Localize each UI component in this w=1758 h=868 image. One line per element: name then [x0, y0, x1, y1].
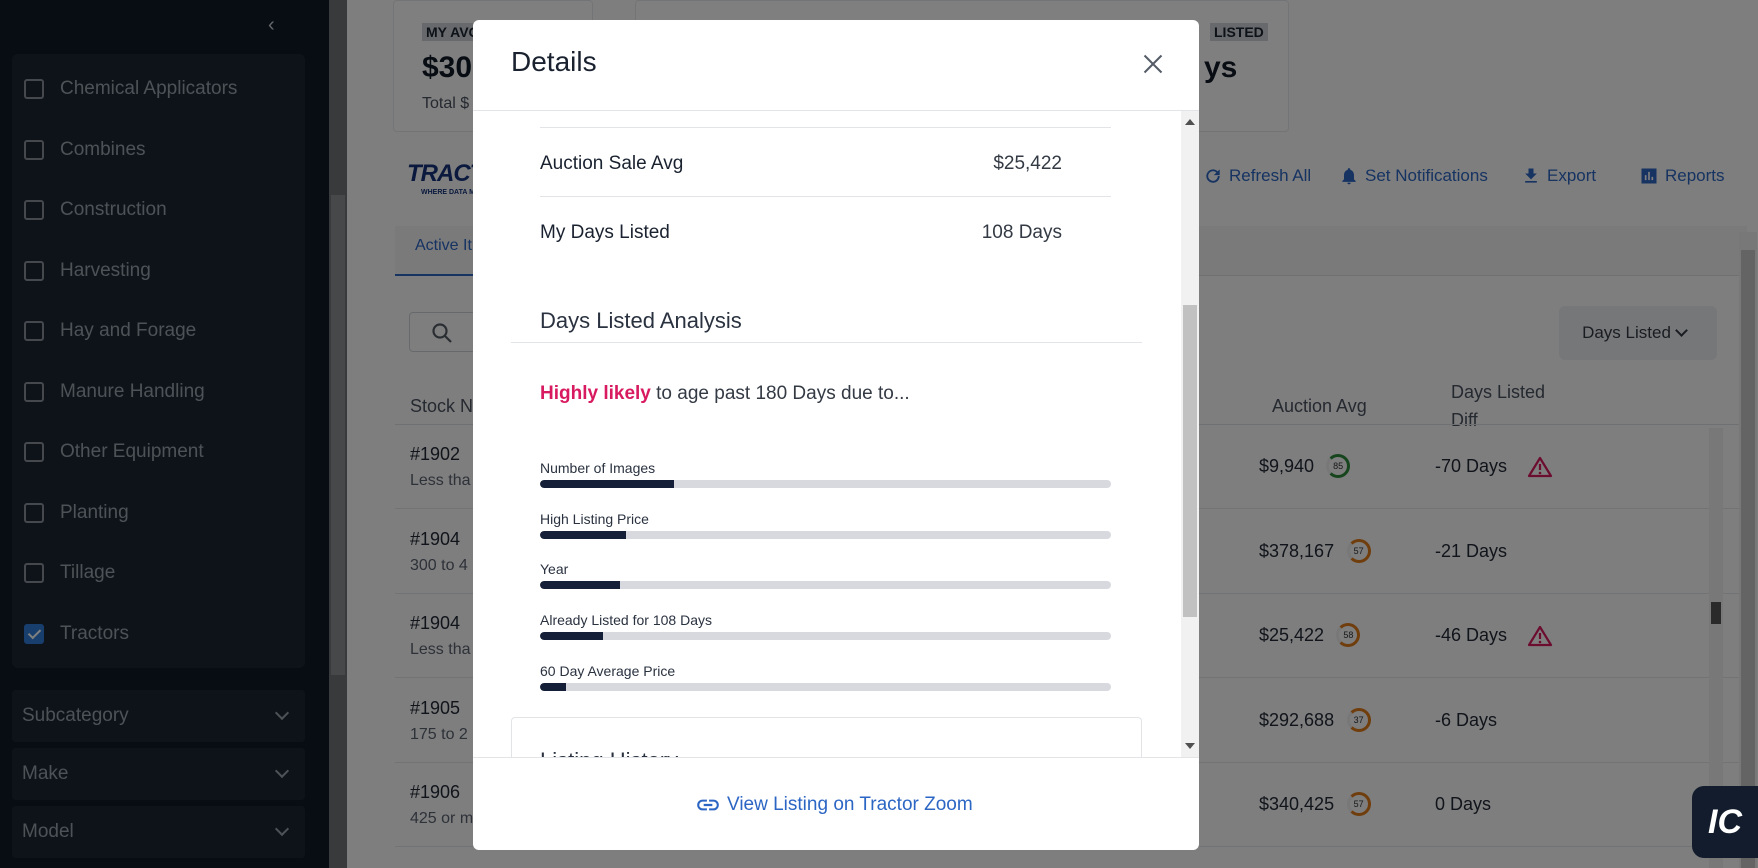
modal-body: Auction Sale Avg $25,422 My Days Listed … — [473, 111, 1199, 757]
factor-bar-track — [540, 581, 1111, 590]
factor-bar-fill — [540, 480, 675, 488]
factor-bar-fill — [540, 682, 566, 691]
ic-chat-badge[interactable]: IC — [1692, 786, 1758, 858]
factor-label: Year — [540, 561, 569, 578]
my-days-listed-value: 108 Days — [981, 222, 1062, 243]
scroll-up-arrow-icon[interactable] — [1185, 119, 1195, 125]
factor-label: High Listing Price — [540, 510, 649, 527]
likelihood-rest: to age past 180 Days due to... — [656, 383, 910, 404]
listing-history-title: Listing History — [540, 748, 678, 757]
factor-label: 60 Day Average Price — [540, 662, 676, 679]
my-days-listed-label: My Days Listed — [540, 222, 670, 243]
details-modal: Details Auction Sale Avg $25,422 My Days… — [473, 20, 1199, 850]
factor-label: Number of Images — [540, 460, 656, 476]
scroll-down-arrow-icon[interactable] — [1185, 743, 1195, 749]
aging-likelihood-text: Highly likely to age past 180 Days due t… — [540, 383, 910, 405]
factor-bar-track — [540, 530, 1111, 539]
section-divider — [511, 342, 1142, 343]
factor-bar-track — [540, 480, 1111, 488]
row-divider — [540, 196, 1111, 197]
factor-label: Already Listed for 108 Days — [540, 612, 712, 629]
factor-bar-fill — [540, 530, 626, 539]
modal-header: Details — [473, 20, 1199, 111]
modal-scrollbar-thumb[interactable] — [1183, 305, 1197, 617]
close-icon[interactable] — [1139, 50, 1167, 78]
factor-bar-track — [540, 682, 1111, 691]
likelihood-emphasis: Highly likely — [540, 383, 651, 404]
modal-title: Details — [511, 46, 597, 77]
view-listing-link[interactable]: View Listing on Tractor Zoom — [695, 792, 973, 818]
auction-sale-avg-label: Auction Sale Avg — [540, 153, 684, 174]
auction-sale-avg-value: $25,422 — [993, 153, 1062, 174]
listing-history-card: Listing History — [511, 717, 1142, 757]
row-divider — [540, 127, 1111, 128]
factor-bar-fill — [540, 581, 620, 590]
days-listed-analysis-title: Days Listed Analysis — [540, 308, 742, 333]
link-icon — [697, 799, 719, 811]
modal-footer: View Listing on Tractor Zoom — [473, 757, 1199, 850]
factor-bar-fill — [540, 632, 603, 641]
view-listing-label: View Listing on Tractor Zoom — [727, 794, 973, 815]
factor-bar-track — [540, 632, 1111, 641]
